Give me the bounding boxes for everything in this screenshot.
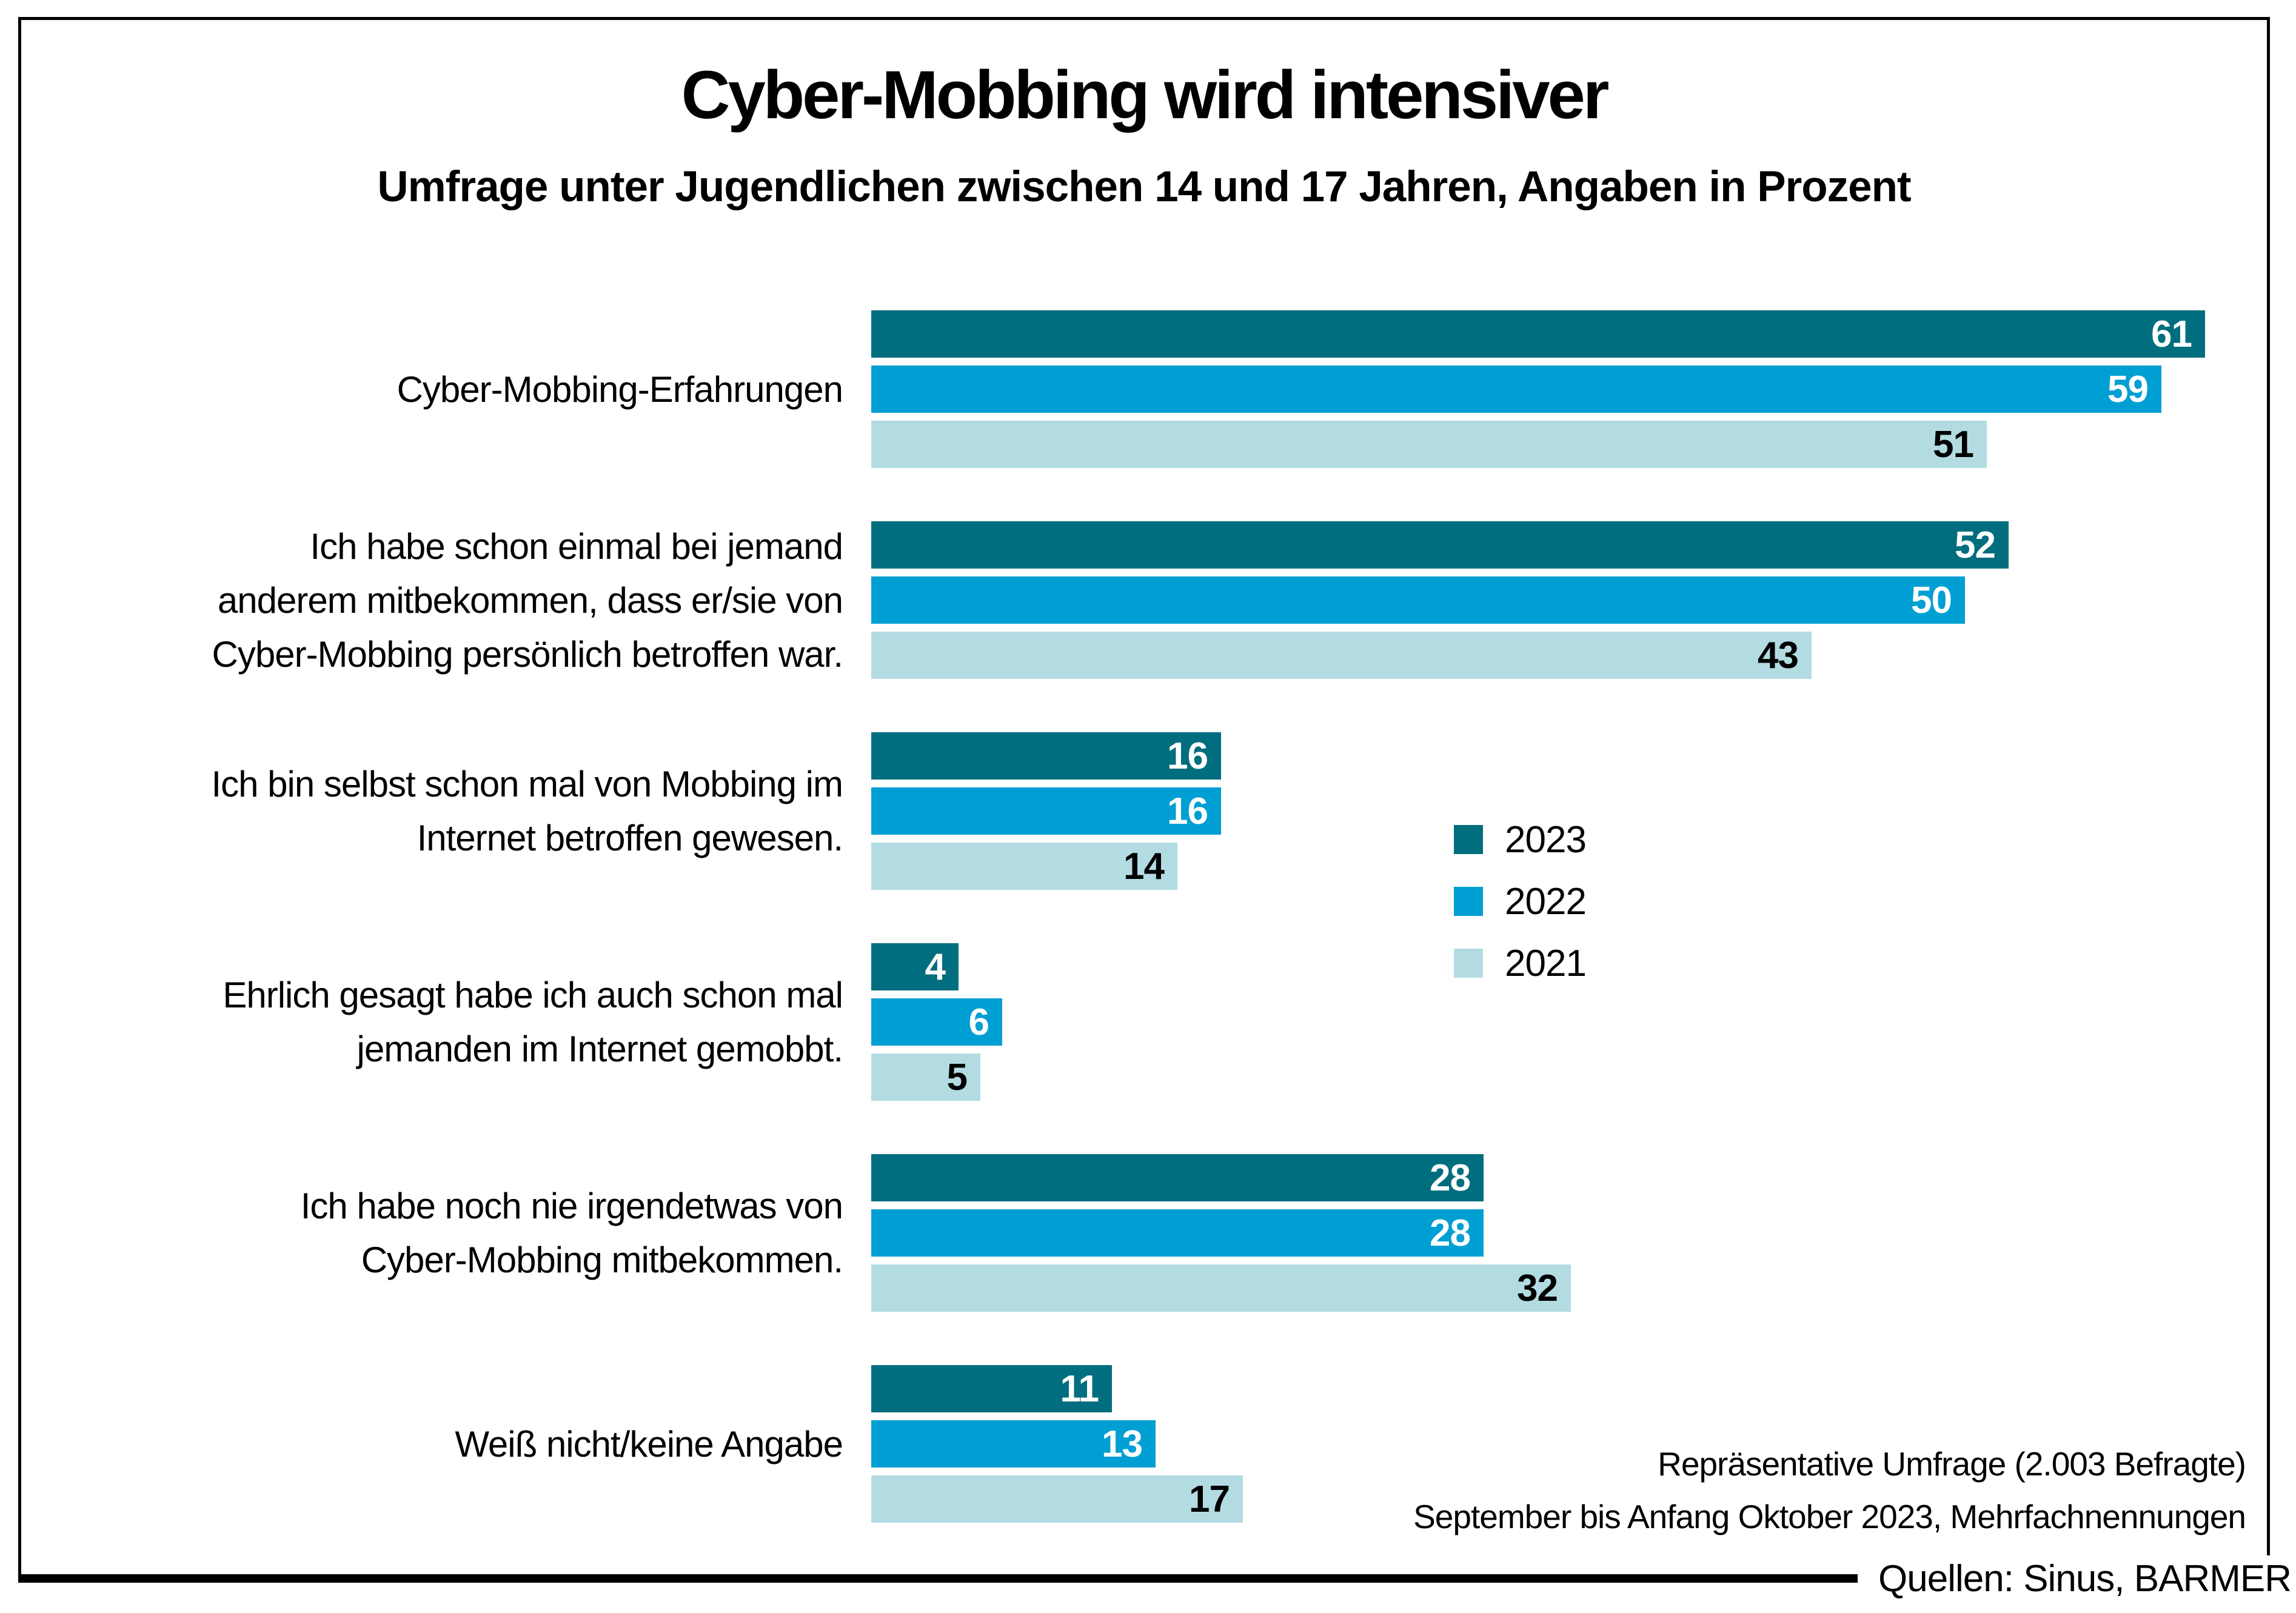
legend: 2023 2022 2021 <box>1454 819 1587 1010</box>
bar-2022: 28 <box>871 1209 1484 1257</box>
legend-item-2021: 2021 <box>1454 943 1587 984</box>
bar-value-label: 13 <box>1102 1423 1143 1465</box>
bars-container: 52 50 43 <box>871 521 2268 679</box>
bar-group-4: Ehrlich gesagt habe ich auch schon mal je… <box>36 943 2268 1101</box>
bars-container: 61 59 51 <box>871 310 2268 468</box>
chart-title: Cyber-Mobbing wird intensiver <box>681 57 1610 133</box>
bar-group-5: Ich habe noch nie irgendetwas von Cyber-M… <box>36 1154 2268 1312</box>
bar-2023: 16 <box>871 732 1221 780</box>
bar-value-label: 52 <box>1955 524 1996 566</box>
bars-container: 28 28 32 <box>871 1154 2268 1312</box>
bar-2023: 61 <box>871 310 2205 358</box>
category-label: Ich bin selbst schon mal von Mobbing im I… <box>211 764 843 858</box>
source-credit: Quellen: Sinus, BARMER <box>1858 1555 2296 1603</box>
bar-value-label: 11 <box>1060 1368 1099 1410</box>
bar-value-label: 32 <box>1517 1267 1558 1309</box>
bar-value-label: 51 <box>1933 423 1974 466</box>
footnote-line-2: September bis Anfang Oktober 2023, Mehrf… <box>1413 1498 2246 1535</box>
bar-2022: 13 <box>871 1420 1156 1468</box>
bar-value-label: 59 <box>2107 368 2149 410</box>
bar-value-label: 61 <box>2151 313 2192 355</box>
bar-2021: 14 <box>871 843 1177 890</box>
bar-2023: 4 <box>871 943 959 990</box>
category-label: Weiß nicht/keine Angabe <box>455 1423 843 1464</box>
bar-value-label: 43 <box>1758 634 1799 676</box>
bar-2021: 32 <box>871 1264 1571 1312</box>
bar-value-label: 28 <box>1430 1212 1471 1254</box>
category-label: Ich habe noch nie irgendetwas von Cyber-M… <box>300 1186 843 1280</box>
bar-2023: 28 <box>871 1154 1484 1201</box>
chart-frame <box>18 17 2270 1583</box>
bar-value-label: 28 <box>1430 1157 1471 1199</box>
legend-item-2023: 2023 <box>1454 819 1587 861</box>
bar-group-6: Weiß nicht/keine Angabe 11 13 17 <box>36 1365 2268 1523</box>
bar-2023: 52 <box>871 521 2009 569</box>
legend-swatch-icon <box>1454 949 1483 978</box>
footnote-line-1: Repräsentative Umfrage (2.003 Befragte) <box>1658 1445 2246 1483</box>
category-label: Cyber-Mobbing-Erfahrungen <box>397 369 843 410</box>
bar-2022: 50 <box>871 576 1965 624</box>
category-label: Ich habe schon einmal bei jemand anderem … <box>212 526 843 675</box>
bar-2022: 59 <box>871 366 2161 413</box>
legend-label: 2022 <box>1505 880 1587 923</box>
survey-footnote: Repräsentative Umfrage (2.003 Befragte) … <box>1413 1438 2246 1543</box>
bar-2021: 17 <box>871 1475 1243 1523</box>
category-label: Ehrlich gesagt habe ich auch schon mal je… <box>223 975 843 1069</box>
bars-container: 11 13 17 <box>871 1365 2268 1523</box>
bar-2023: 11 <box>871 1365 1112 1412</box>
bar-value-label: 14 <box>1123 845 1165 887</box>
bar-value-label: 4 <box>925 946 946 988</box>
legend-label: 2021 <box>1505 942 1587 984</box>
chart-subtitle: Umfrage unter Jugendlichen zwischen 14 u… <box>377 163 1911 211</box>
bar-2022: 16 <box>871 787 1221 835</box>
bar-value-label: 17 <box>1189 1478 1230 1520</box>
bar-2022: 6 <box>871 998 1002 1046</box>
bars-container: 16 16 14 <box>871 732 2268 890</box>
bar-2021: 51 <box>871 421 1987 468</box>
bar-value-label: 16 <box>1167 790 1208 832</box>
bar-2021: 5 <box>871 1054 980 1101</box>
bar-value-label: 50 <box>1911 579 1952 621</box>
bar-value-label: 5 <box>946 1056 968 1098</box>
bar-group-1: Cyber-Mobbing-Erfahrungen 61 59 51 <box>36 310 2268 468</box>
bar-group-3: Ich bin selbst schon mal von Mobbing im I… <box>36 732 2268 890</box>
legend-swatch-icon <box>1454 825 1483 854</box>
legend-label: 2023 <box>1505 818 1587 861</box>
bar-value-label: 16 <box>1167 735 1208 777</box>
bar-2021: 43 <box>871 632 1812 679</box>
bar-group-2: Ich habe schon einmal bei jemand anderem … <box>36 521 2268 679</box>
bar-value-label: 6 <box>968 1001 989 1043</box>
legend-item-2022: 2022 <box>1454 881 1587 923</box>
legend-swatch-icon <box>1454 887 1483 916</box>
